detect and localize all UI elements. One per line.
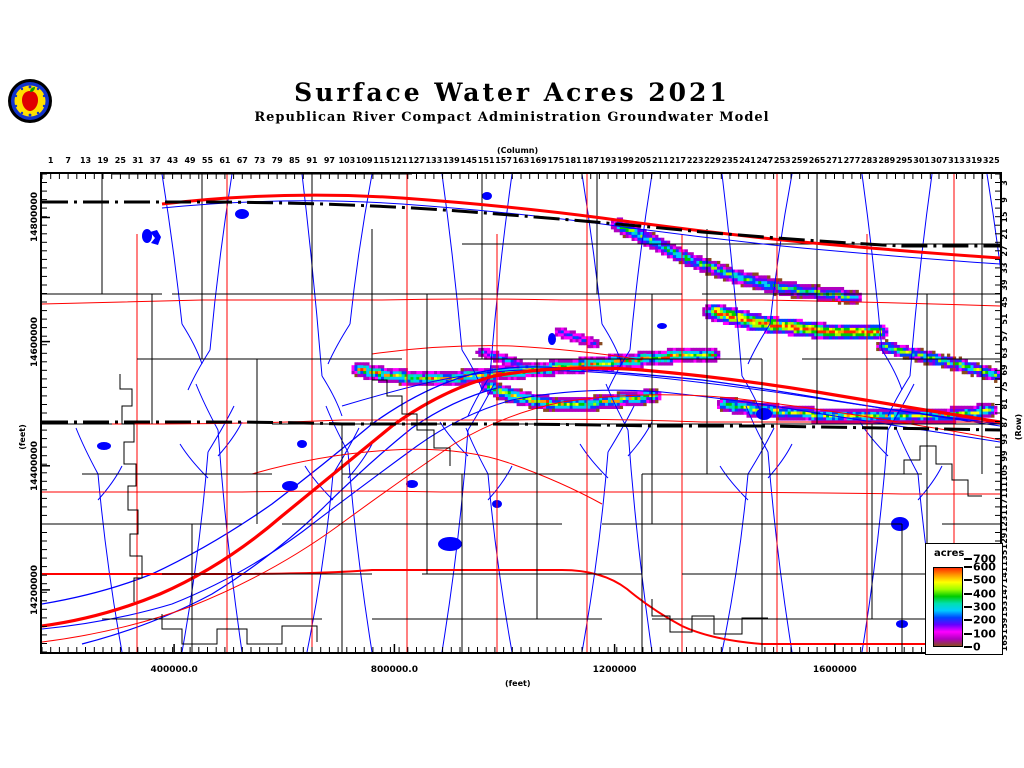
column-label: 313 — [948, 156, 965, 165]
lakes — [97, 192, 909, 628]
legend-tick-label: 300 — [973, 600, 996, 614]
legend-tick-mark — [964, 592, 972, 595]
legend-tick-mark — [964, 579, 972, 582]
column-label: 85 — [288, 156, 301, 165]
page-subtitle: Republican River Compact Administration … — [254, 110, 770, 125]
column-label: 283 — [861, 156, 878, 165]
y-tick-label: 14800000 — [30, 192, 40, 243]
legend-tick-label: 400 — [973, 587, 996, 601]
top-axis-caption: (Column) — [497, 146, 539, 155]
column-label: 229 — [704, 156, 721, 165]
column-label: 301 — [913, 156, 930, 165]
column-label: 25 — [114, 156, 126, 165]
column-label: 19 — [97, 156, 109, 165]
column-label: 187 — [582, 156, 600, 165]
column-label: 325 — [982, 156, 1000, 165]
column-label: 253 — [773, 156, 791, 165]
main-river-corridor — [161, 193, 1000, 265]
column-label: 211 — [651, 156, 669, 165]
column-label: 7 — [65, 156, 71, 165]
county-boundaries — [42, 174, 1000, 652]
column-label: 67 — [236, 156, 248, 165]
left-axis-caption: (feet) — [18, 424, 27, 450]
legend-panel: acres 700 600 500 400 300 200 100 0 — [925, 543, 1003, 655]
x-tick-label: 400000.0 — [150, 665, 198, 675]
column-label: 49 — [184, 156, 196, 165]
column-label: 271 — [826, 156, 843, 165]
legend-title: acres — [934, 548, 965, 559]
column-label: 289 — [878, 156, 896, 165]
bottom-axis-caption: (feet) — [505, 679, 531, 688]
column-label: 181 — [564, 156, 582, 165]
column-label: 241 — [739, 156, 756, 165]
column-label: 109 — [355, 156, 373, 165]
legend-tick-label: 700 — [973, 552, 996, 566]
column-label: 265 — [808, 156, 826, 165]
column-label: 295 — [895, 156, 913, 165]
column-label: 127 — [408, 156, 425, 165]
column-label: 307 — [930, 156, 948, 165]
column-label: 133 — [425, 156, 443, 165]
column-label: 157 — [495, 156, 512, 165]
apple-seal-logo — [8, 79, 52, 123]
legend-tick-label: 500 — [973, 573, 996, 587]
column-label: 193 — [599, 156, 617, 165]
y-tick-label: 14200000 — [30, 564, 40, 615]
column-label: 223 — [686, 156, 704, 165]
legend-tick-mark — [964, 646, 972, 648]
column-label: 73 — [254, 156, 266, 165]
column-label: 145 — [460, 156, 478, 165]
page-title: Surface Water Acres 2021 — [294, 78, 730, 107]
river-network — [42, 174, 1000, 652]
column-label: 217 — [669, 156, 687, 165]
x-tick-label: 1600000 — [812, 665, 857, 675]
right-axis-caption: (Row) — [1014, 414, 1023, 441]
state-boundary — [42, 200, 1000, 432]
x-tick-label: 1200000 — [592, 665, 637, 675]
column-label: 91 — [306, 156, 318, 165]
legend-tick-mark — [964, 566, 972, 568]
column-label: 43 — [167, 156, 179, 165]
column-label: 1 — [47, 156, 54, 165]
column-label: 169 — [530, 156, 547, 165]
legend-tick-label: 100 — [973, 627, 996, 641]
legend-tick-mark — [964, 632, 972, 635]
column-label: 139 — [442, 156, 460, 165]
column-label: 121 — [390, 156, 408, 165]
legend-tick-label: 0 — [973, 640, 981, 654]
column-label: 97 — [323, 156, 335, 165]
legend-tick-label: 200 — [973, 613, 996, 627]
legend-tick-mark — [964, 606, 972, 608]
column-label: 151 — [477, 156, 495, 165]
x-tick-label: 800000.0 — [370, 665, 418, 675]
legend-tick-label: 600 — [973, 560, 996, 574]
legend-tick-mark — [964, 619, 972, 622]
column-label: 205 — [634, 156, 652, 165]
legend-tick-mark — [964, 558, 972, 560]
y-tick-label: 14400000 — [30, 440, 40, 491]
column-label: 55 — [201, 156, 214, 165]
column-label: 61 — [219, 156, 231, 165]
column-label: 319 — [965, 156, 983, 165]
map-canvas — [42, 174, 1000, 652]
column-label: 199 — [617, 156, 634, 165]
column-label: 259 — [791, 156, 809, 165]
column-label: 163 — [512, 156, 530, 165]
column-label: 103 — [338, 156, 356, 165]
column-label: 277 — [843, 156, 861, 165]
column-label: 13 — [79, 156, 92, 165]
y-tick-label: 14600000 — [30, 316, 40, 367]
column-label: 115 — [373, 156, 390, 165]
column-label: 175 — [547, 156, 565, 165]
column-label: 79 — [271, 156, 283, 165]
legend-color-ramp — [933, 567, 963, 647]
column-label: 31 — [132, 156, 144, 165]
column-label: 235 — [721, 156, 739, 165]
column-label: 247 — [756, 156, 774, 165]
map-plot-area[interactable] — [40, 172, 1002, 654]
column-label: 37 — [149, 156, 161, 165]
